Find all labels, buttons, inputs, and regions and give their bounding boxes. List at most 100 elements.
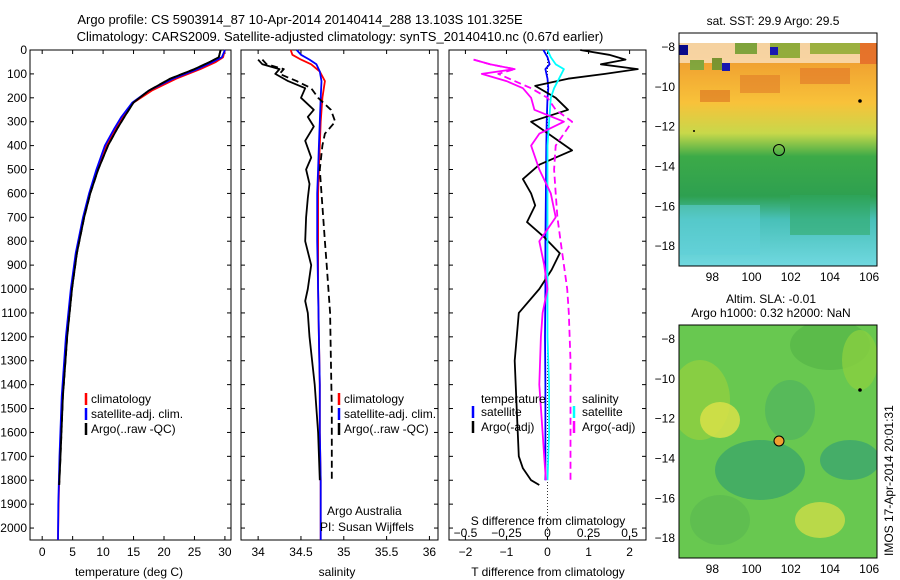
y-tick-label: 1800 bbox=[0, 473, 27, 487]
map-y-tick-label: −14 bbox=[655, 451, 676, 465]
legend-label-t-argo: Argo(-adj) bbox=[481, 420, 534, 434]
y-tick-label: 0 bbox=[20, 43, 27, 57]
y-tick-label: 1000 bbox=[0, 282, 27, 296]
legend-label-argo: Argo(..raw -QC) bbox=[344, 422, 429, 436]
y-tick-label: 500 bbox=[7, 163, 27, 177]
series-line-salinity-argo-raw-qc bbox=[257, 58, 321, 481]
sst-map bbox=[679, 33, 877, 266]
y-tick-label: 1900 bbox=[0, 497, 27, 511]
x-tick-label: 20 bbox=[157, 545, 171, 559]
temperature-xlabel: temperature (deg C) bbox=[75, 565, 183, 579]
sla-map bbox=[679, 325, 877, 558]
difference-xlabel-top: S difference from climatology bbox=[471, 514, 626, 528]
x-tick-label: 25 bbox=[188, 545, 202, 559]
credit-line1: Argo Australia bbox=[327, 504, 402, 518]
y-tick-label: 1300 bbox=[0, 354, 27, 368]
legend-heading-temperature: temperature bbox=[481, 392, 546, 406]
y-tick-label: 1500 bbox=[0, 402, 27, 416]
x-tick-label: −2 bbox=[459, 545, 473, 559]
x-tick-label: 15 bbox=[127, 545, 141, 559]
legend-label-climatology: climatology bbox=[344, 392, 404, 406]
x-tick-label: 34.5 bbox=[289, 545, 313, 559]
y-tick-label: 2000 bbox=[0, 521, 27, 535]
series-line-salinity-argo-raw-qc bbox=[261, 58, 337, 481]
sst-coast-fill bbox=[679, 33, 877, 43]
map-y-tick-label: −10 bbox=[655, 80, 676, 94]
map-x-tick-label: 106 bbox=[859, 270, 879, 284]
salinity-legend: climatology satellite-adj. clim. Argo(..… bbox=[337, 392, 436, 436]
sla-map-frame bbox=[678, 324, 878, 559]
y-tick-label: 1100 bbox=[1, 306, 27, 320]
figure-title-line2: Climatology: CARS2009. Satellite-adjuste… bbox=[77, 29, 604, 44]
x-tick-label-salinity: −0.5 bbox=[454, 526, 478, 540]
island-dot bbox=[858, 99, 862, 103]
x-tick-label: 10 bbox=[96, 545, 110, 559]
y-tick-label: 1400 bbox=[0, 378, 27, 392]
argo-position-marker-sla bbox=[773, 435, 785, 447]
map-x-tick-label: 98 bbox=[706, 562, 720, 576]
figure-title-line1: Argo profile: CS 5903914_87 10-Apr-2014 … bbox=[77, 12, 523, 27]
y-tick-label: 100 bbox=[7, 67, 27, 81]
y-tick-label: 1700 bbox=[0, 449, 27, 463]
sst-map-title: sat. SST: 29.9 Argo: 29.5 bbox=[707, 14, 840, 28]
map-x-tick-label: 104 bbox=[820, 562, 840, 576]
map-x-tick-label: 100 bbox=[742, 270, 762, 284]
map-x-tick-label: 106 bbox=[859, 562, 879, 576]
y-tick-label: 900 bbox=[7, 258, 27, 272]
map-y-tick-label: −16 bbox=[655, 199, 676, 213]
x-tick-label-salinity: 0.5 bbox=[621, 526, 638, 540]
map-y-tick-label: −18 bbox=[655, 239, 676, 253]
series-line-difference-salinity-satellite bbox=[546, 49, 565, 481]
map-y-tick-label: −12 bbox=[655, 120, 676, 134]
map-y-tick-label: −14 bbox=[655, 159, 676, 173]
y-tick-label: 200 bbox=[7, 91, 27, 105]
sla-map-title-line2: Argo h1000: 0.32 h2000: NaN bbox=[691, 306, 850, 320]
x-tick-label-salinity: 0.25 bbox=[577, 526, 601, 540]
map-x-tick-label: 102 bbox=[781, 562, 801, 576]
sla-map-title-line1: Altim. SLA: -0.01 bbox=[726, 292, 816, 306]
map-y-tick-label: −16 bbox=[655, 491, 676, 505]
sst-map-frame bbox=[678, 32, 878, 267]
timestamp-stamp: IMOS 17-Apr-2014 20:01:31 bbox=[882, 405, 896, 556]
series-line-difference-salinity-argo-adj bbox=[473, 58, 573, 481]
y-tick-label: 600 bbox=[7, 186, 27, 200]
y-tick-label: 800 bbox=[7, 234, 27, 248]
island-dot bbox=[858, 388, 862, 392]
legend-label-s-argo: Argo(-adj) bbox=[582, 420, 635, 434]
x-tick-label: 5 bbox=[69, 545, 76, 559]
x-tick-label: 2 bbox=[626, 545, 633, 559]
x-tick-label: 0 bbox=[544, 545, 551, 559]
map-x-tick-label: 104 bbox=[820, 270, 840, 284]
x-tick-label-salinity: −0.25 bbox=[491, 526, 522, 540]
y-tick-label: 1600 bbox=[0, 425, 27, 439]
legend-label-satellite: satellite-adj. clim. bbox=[344, 407, 436, 421]
series-line-difference-salinity-argo-adj bbox=[473, 58, 565, 481]
x-tick-label: 0 bbox=[39, 545, 46, 559]
y-tick-label: 300 bbox=[7, 115, 27, 129]
map-y-tick-label: −12 bbox=[655, 412, 676, 426]
map-y-tick-label: −10 bbox=[655, 372, 676, 386]
series-line-salinity-satellite-adj-clim bbox=[296, 49, 323, 540]
x-tick-label: 36 bbox=[423, 545, 437, 559]
chart-series bbox=[57, 49, 639, 541]
difference-xlabel-bottom: T difference from climatology bbox=[471, 565, 625, 579]
x-tick-label: 34 bbox=[251, 545, 265, 559]
map-x-tick-label: 102 bbox=[781, 270, 801, 284]
x-tick-label: 1 bbox=[585, 545, 592, 559]
map-y-tick-label: −8 bbox=[661, 40, 675, 54]
legend-label-t-satellite: satellite bbox=[481, 405, 522, 419]
difference-legend: temperature satellite Argo(-adj) salinit… bbox=[471, 392, 635, 434]
map-y-tick-label: −18 bbox=[655, 531, 676, 545]
x-tick-label: 35 bbox=[337, 545, 351, 559]
map-y-tick-label: −8 bbox=[661, 332, 675, 346]
map-x-tick-label: 100 bbox=[742, 562, 762, 576]
legend-label-climatology: climatology bbox=[91, 392, 151, 406]
series-line-temperature-satellite-adj-clim bbox=[57, 49, 226, 541]
argo-position-marker-sst bbox=[773, 144, 785, 156]
series-line-difference-temperature-satellite bbox=[542, 49, 551, 481]
y-tick-label: 1200 bbox=[0, 330, 27, 344]
x-tick-label: 35.5 bbox=[375, 545, 399, 559]
legend-label-argo: Argo(..raw -QC) bbox=[91, 422, 176, 436]
credit-line2: PI: Susan Wijffels bbox=[320, 520, 414, 534]
